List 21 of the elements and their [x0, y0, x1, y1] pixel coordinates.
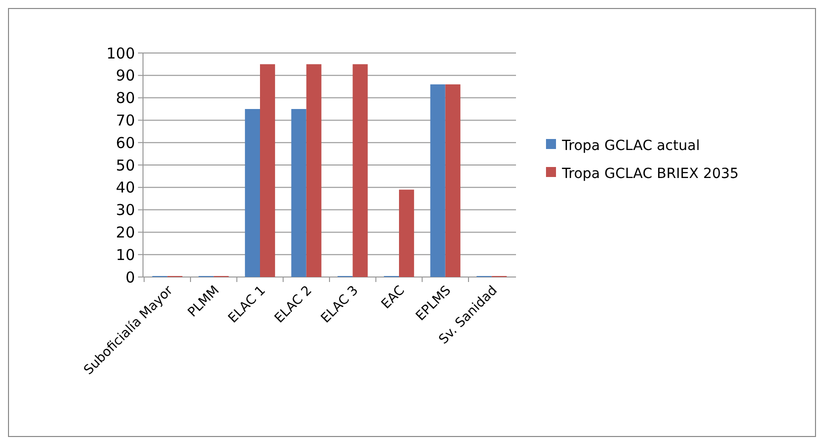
bar — [445, 84, 460, 277]
bar — [352, 64, 368, 277]
legend-label: Tropa GCLAC BRIEX 2035 — [561, 166, 739, 182]
y-tick-label: 40 — [116, 178, 135, 197]
legend-label: Tropa GCLAC actual — [561, 138, 700, 154]
bar — [260, 64, 276, 277]
bar — [430, 84, 446, 277]
y-tick-label: 50 — [116, 156, 135, 174]
y-tick-label: 10 — [116, 246, 135, 264]
bar — [244, 109, 260, 277]
y-tick-label: 0 — [125, 268, 135, 286]
bar — [399, 190, 414, 277]
bar — [291, 109, 306, 277]
y-tick-label: 60 — [116, 134, 135, 152]
bar — [306, 64, 322, 277]
y-tick-label: 20 — [116, 223, 135, 242]
y-tick-label: 70 — [116, 111, 135, 130]
y-tick-label: 90 — [116, 66, 135, 85]
y-tick-label: 30 — [116, 201, 135, 220]
y-tick-label: 80 — [116, 89, 135, 108]
y-tick-label: 100 — [106, 44, 135, 62]
